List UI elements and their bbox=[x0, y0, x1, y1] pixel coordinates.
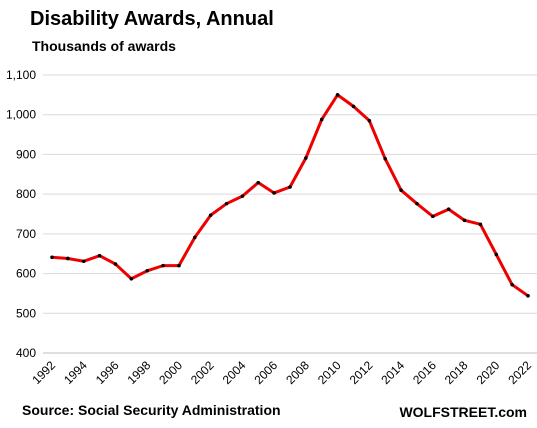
data-point bbox=[113, 262, 118, 266]
data-point bbox=[224, 201, 229, 206]
data-point bbox=[208, 213, 213, 217]
y-tick-label: 1,000 bbox=[6, 108, 36, 122]
data-point bbox=[304, 156, 308, 160]
series-line bbox=[50, 93, 530, 298]
data-point bbox=[494, 252, 499, 257]
x-tick-label: 1996 bbox=[93, 358, 122, 387]
x-tick-label: 2000 bbox=[156, 358, 185, 387]
data-point bbox=[526, 294, 530, 298]
data-point bbox=[415, 201, 419, 206]
data-point bbox=[319, 117, 324, 122]
x-tick-label: 2008 bbox=[283, 358, 312, 387]
data-point bbox=[129, 276, 134, 281]
x-tick-label: 2020 bbox=[474, 358, 503, 387]
data-point bbox=[193, 235, 197, 240]
data-point bbox=[256, 180, 261, 185]
grid-lines bbox=[43, 74, 537, 354]
data-point bbox=[240, 194, 245, 198]
data-point bbox=[145, 268, 149, 273]
data-point bbox=[431, 214, 435, 219]
x-axis-ticks: 1992 1994 1996 1998 2000 2002 2004 2006 2008 2010… bbox=[29, 358, 534, 387]
x-tick-label: 2004 bbox=[220, 358, 249, 387]
series-layer bbox=[50, 93, 530, 298]
x-tick-label: 2006 bbox=[251, 358, 280, 387]
data-point bbox=[97, 253, 102, 258]
y-axis-ticks: 400 500 600 700 800 900 1,000 1,100 bbox=[6, 68, 36, 360]
y-tick-label: 600 bbox=[16, 267, 36, 281]
data-point bbox=[399, 188, 403, 192]
data-point bbox=[177, 263, 181, 268]
data-point bbox=[50, 255, 54, 260]
x-tick-label: 2010 bbox=[315, 358, 344, 387]
data-point bbox=[462, 218, 467, 223]
data-point bbox=[335, 93, 340, 97]
y-tick-label: 1,100 bbox=[6, 68, 36, 82]
data-point bbox=[272, 191, 276, 195]
x-tick-label: 2022 bbox=[505, 358, 534, 387]
y-tick-label: 800 bbox=[16, 187, 36, 201]
data-point bbox=[288, 185, 292, 189]
data-point bbox=[478, 222, 483, 227]
data-point bbox=[446, 207, 451, 212]
data-point bbox=[81, 259, 86, 264]
data-point bbox=[161, 263, 165, 268]
x-tick-label: 1998 bbox=[125, 358, 154, 387]
x-tick-label: 2016 bbox=[410, 358, 439, 387]
x-tick-label: 2014 bbox=[378, 358, 407, 387]
y-tick-label: 700 bbox=[16, 227, 36, 241]
data-point bbox=[66, 256, 70, 261]
source-note: Source: Social Security Administration bbox=[22, 402, 281, 418]
data-point bbox=[383, 156, 388, 161]
x-tick-label: 1994 bbox=[61, 358, 90, 387]
y-tick-label: 500 bbox=[16, 306, 36, 320]
data-point bbox=[351, 104, 356, 109]
x-tick-label: 2012 bbox=[347, 358, 376, 387]
x-tick-label: 1992 bbox=[29, 358, 58, 387]
y-tick-label: 400 bbox=[16, 346, 36, 360]
data-point bbox=[510, 282, 514, 287]
data-point bbox=[367, 118, 372, 123]
x-tick-label: 2018 bbox=[442, 358, 471, 387]
x-tick-label: 2002 bbox=[188, 358, 217, 387]
chart-subtitle: Thousands of awards bbox=[32, 38, 176, 54]
chart-title: Disability Awards, Annual bbox=[30, 8, 274, 30]
y-tick-label: 900 bbox=[16, 147, 36, 161]
brand-label: WOLFSTREET.com bbox=[399, 404, 527, 420]
